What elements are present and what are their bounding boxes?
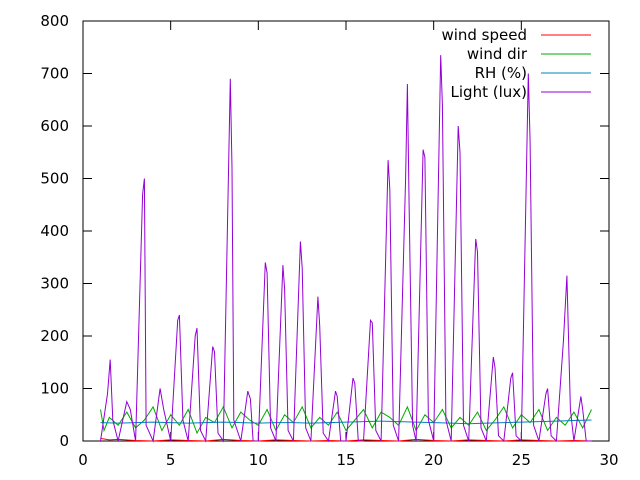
plot-frame <box>82 20 610 442</box>
legend-label-wind-speed: wind speed <box>441 26 527 44</box>
y-tick-label: 300 <box>40 275 69 293</box>
series-line-wind-speed <box>100 437 592 442</box>
legend-label-light-lux: Light (lux) <box>451 83 527 101</box>
y-tick-label: 400 <box>40 222 69 240</box>
x-tick-label: 0 <box>78 451 88 469</box>
x-tick-label: 10 <box>249 451 268 469</box>
y-tick-label: 600 <box>40 117 69 135</box>
legend-label-wind-dir: wind dir <box>467 45 528 63</box>
x-tick-label: 5 <box>166 451 176 469</box>
x-tick-label: 20 <box>424 451 443 469</box>
y-tick-label: 100 <box>40 380 69 398</box>
series-group <box>100 55 592 443</box>
y-tick-label: 500 <box>40 170 69 188</box>
legend-label-rh: RH (%) <box>475 64 527 82</box>
x-tick-label: 30 <box>599 451 618 469</box>
series-line-light-lux <box>100 55 592 443</box>
y-tick-label: 800 <box>40 12 69 30</box>
y-tick-label: 700 <box>40 65 69 83</box>
y-tick-label: 200 <box>40 327 69 345</box>
x-tick-label: 15 <box>336 451 355 469</box>
series-line-wind-dir <box>100 405 592 435</box>
x-tick-label: 25 <box>512 451 531 469</box>
series-line-rh <box>100 419 592 425</box>
y-tick-label: 0 <box>59 432 69 450</box>
